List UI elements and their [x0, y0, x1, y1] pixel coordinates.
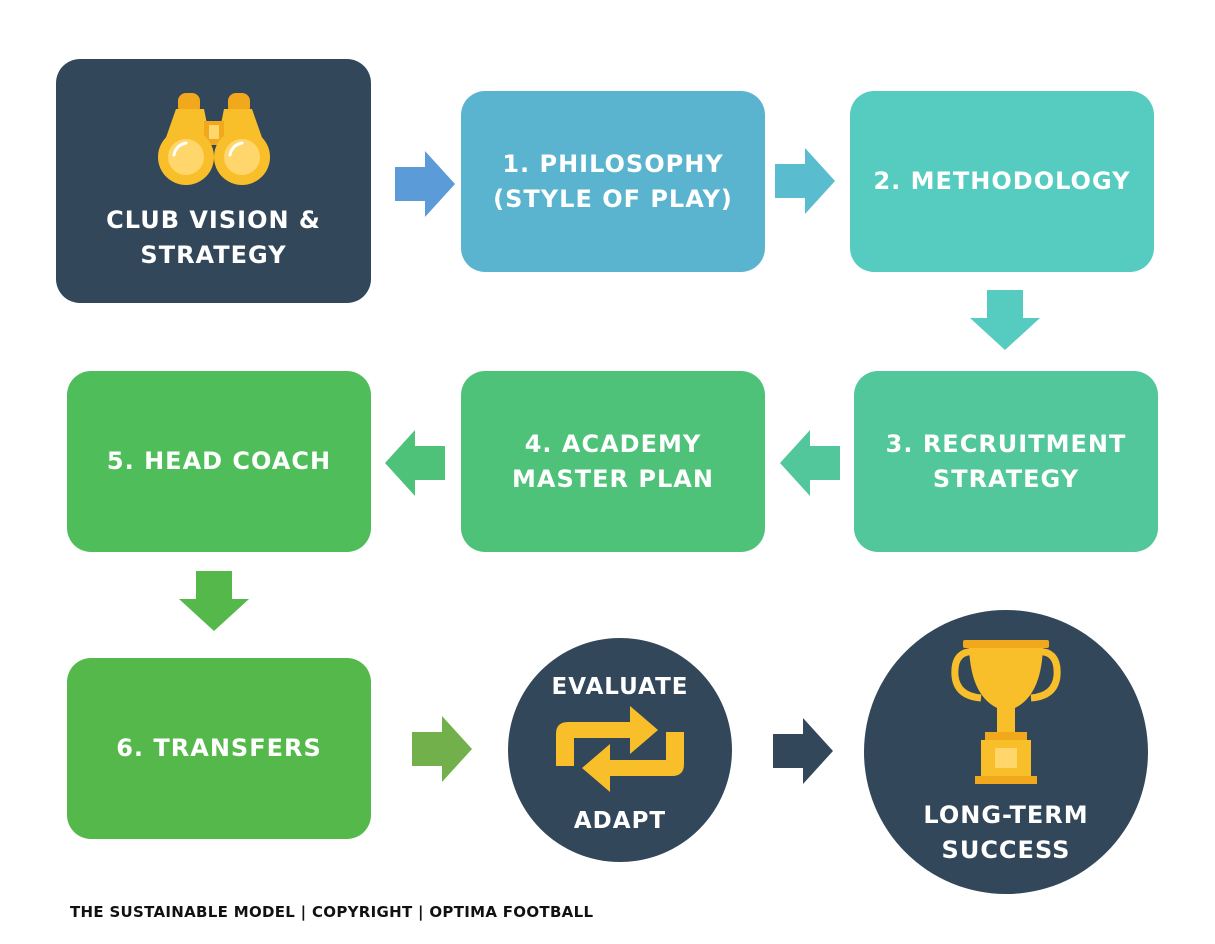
club-vision-label-line2: STRATEGY — [140, 241, 287, 269]
arrow-philosophy-to-methodology — [775, 148, 835, 214]
arrow-evaluate-to-success — [773, 718, 833, 784]
recruitment-label-line1: 3. RECRUITMENT — [885, 429, 1127, 458]
recruitment-box: 3. RECRUITMENT STRATEGY — [854, 371, 1158, 552]
head-coach-label: 5. HEAD COACH — [106, 447, 332, 475]
club-vision-label-line1: CLUB VISION & — [106, 206, 321, 234]
footer-credit: THE SUSTAINABLE MODEL | COPYRIGHT | OPTI… — [70, 903, 594, 921]
philosophy-label-line2: (STYLE OF PLAY) — [493, 184, 733, 213]
arrow-recruitment-to-academy — [780, 430, 840, 496]
adapt-label: ADAPT — [573, 808, 667, 834]
transfers-label: 6. TRANSFERS — [116, 734, 322, 762]
cycle-arrows-icon — [556, 706, 684, 792]
head-coach-box: 5. HEAD COACH — [67, 371, 371, 552]
binoculars-icon — [158, 93, 270, 185]
arrow-methodology-to-recruitment — [970, 290, 1040, 350]
arrow-academy-to-head-coach — [385, 430, 445, 496]
methodology-label: 2. METHODOLOGY — [873, 167, 1131, 195]
academy-box: 4. ACADEMY MASTER PLAN — [461, 371, 765, 552]
success-label-line2: SUCCESS — [941, 836, 1071, 864]
evaluate-adapt-circle: EVALUATE ADAPT — [508, 638, 732, 862]
academy-label-line1: 4. ACADEMY — [524, 429, 702, 458]
recruitment-label-line2: STRATEGY — [932, 464, 1080, 493]
trophy-icon — [951, 640, 1061, 784]
success-label-line1: LONG-TERM — [923, 801, 1089, 829]
academy-label-line2: MASTER PLAN — [512, 464, 714, 493]
transfers-box: 6. TRANSFERS — [67, 658, 371, 839]
long-term-success-circle: LONG-TERM SUCCESS — [864, 610, 1148, 894]
arrow-head-coach-to-transfers — [179, 571, 249, 631]
philosophy-box: 1. PHILOSOPHY (STYLE OF PLAY) — [461, 91, 765, 272]
evaluate-label: EVALUATE — [551, 674, 689, 700]
methodology-box: 2. METHODOLOGY — [850, 91, 1154, 272]
arrow-vision-to-philosophy — [395, 151, 455, 217]
arrow-transfers-to-evaluate — [412, 716, 472, 782]
philosophy-label-line1: 1. PHILOSOPHY — [502, 149, 724, 178]
club-vision-box: CLUB VISION & STRATEGY — [56, 59, 371, 303]
